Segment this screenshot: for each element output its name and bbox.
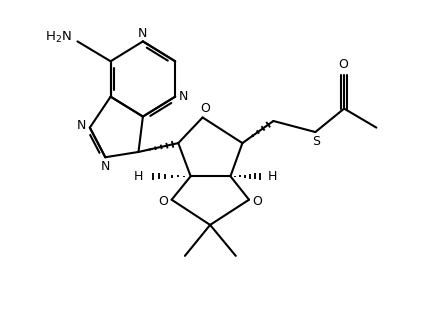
Text: N: N	[77, 119, 87, 132]
Text: H$_2$N: H$_2$N	[45, 30, 72, 45]
Text: H: H	[268, 170, 277, 183]
Text: H: H	[134, 170, 143, 183]
Text: N: N	[101, 160, 110, 172]
Text: O: O	[252, 195, 262, 208]
Text: N: N	[138, 27, 148, 40]
Text: S: S	[312, 135, 320, 148]
Text: O: O	[338, 58, 348, 71]
Text: N: N	[178, 90, 188, 103]
Text: O: O	[159, 195, 169, 208]
Text: O: O	[200, 102, 210, 115]
